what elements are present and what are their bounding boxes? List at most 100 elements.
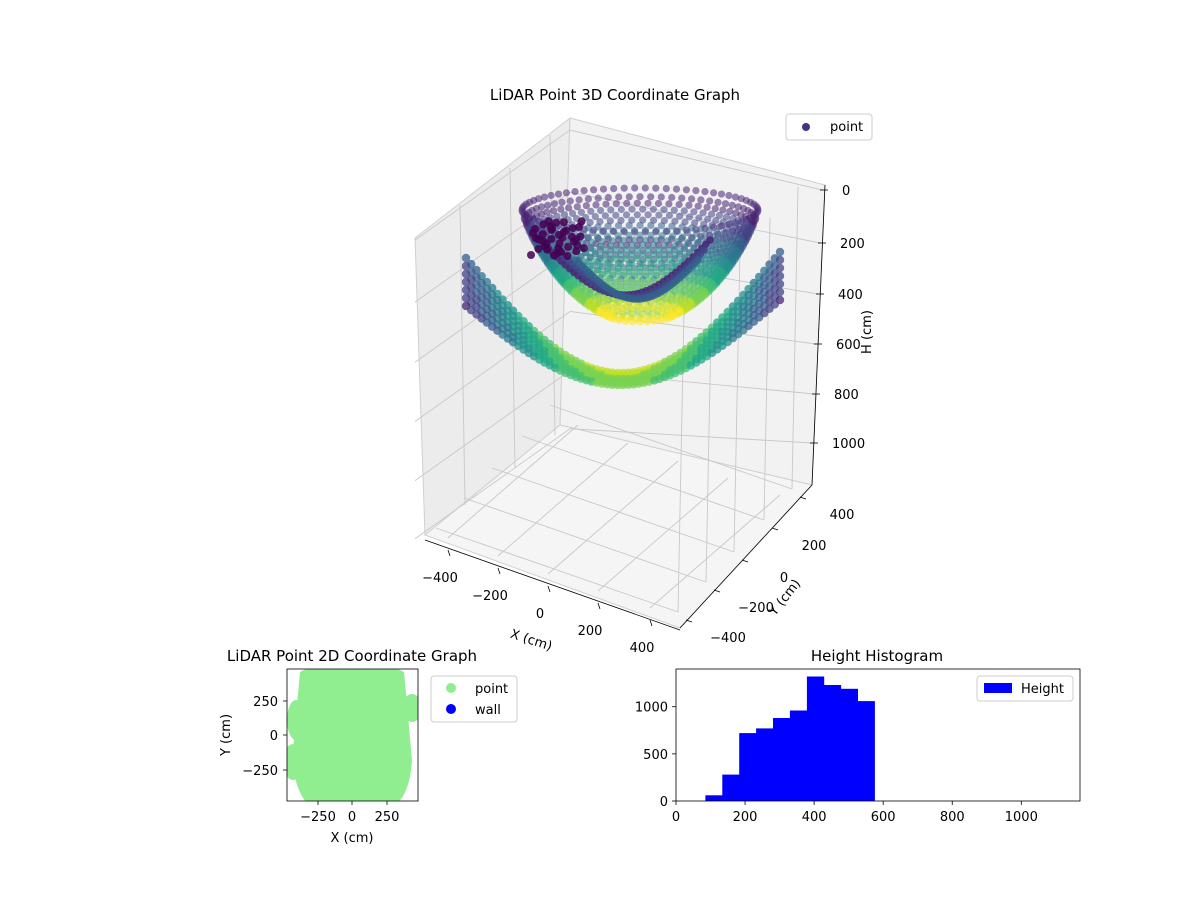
cloud-point [708, 210, 716, 218]
cloud-point [711, 205, 719, 213]
cloud-point [590, 186, 598, 194]
y-tick-mark-3d [771, 527, 779, 531]
cloud-point [694, 256, 702, 264]
cloud-point [688, 234, 696, 242]
y-tick-mark-3d [799, 496, 807, 500]
cloud-point [461, 253, 471, 263]
cloud-point [614, 222, 623, 230]
histogram-bar [722, 774, 740, 801]
cloud-point [650, 241, 658, 249]
cloud-point [622, 211, 631, 219]
cloud-point [714, 198, 722, 206]
grid-line-x [547, 460, 679, 575]
cloud-point [615, 193, 623, 201]
cloud-point [668, 222, 676, 230]
cloud-point [647, 264, 655, 272]
cloud-point [690, 208, 698, 216]
cloud-point [601, 212, 610, 220]
grid-line-z-back [569, 191, 821, 244]
y-tick-mark-3d [741, 559, 749, 563]
cloud-point [630, 268, 639, 276]
cloud-point [775, 247, 785, 257]
histogram-bar [789, 710, 808, 801]
cloud-point [537, 210, 546, 218]
cloud-point [597, 206, 605, 215]
cloud-point [665, 211, 674, 220]
hist-x-tick-label: 1000 [1005, 810, 1038, 825]
cloud-point [688, 195, 696, 203]
y-tick-label-3d: −200 [738, 601, 774, 616]
x-axis-label-3d: X (cm) [508, 627, 554, 655]
z-tick-label-3d: 1000 [832, 437, 865, 452]
cloud-point [621, 305, 630, 313]
cloud-point [461, 269, 471, 279]
cloud-point [604, 222, 612, 230]
cloud-point [609, 227, 617, 235]
cloud-point [547, 191, 555, 200]
cloud-point [614, 232, 622, 240]
cloud-point [675, 200, 683, 209]
cloud-point [596, 242, 604, 250]
cloud-point [586, 253, 595, 261]
cloud-point [534, 245, 543, 253]
hist-x-tick-label: 800 [940, 810, 965, 825]
grid-line-left [549, 134, 556, 436]
cloud-point [461, 261, 471, 271]
cloud-point [596, 252, 604, 260]
y-tick-label-3d: 200 [802, 539, 827, 554]
cloud-point [641, 268, 650, 276]
z-tick-label-3d: 800 [834, 388, 859, 403]
cloud-point [604, 265, 612, 273]
z-tick-label-3d: 600 [836, 338, 861, 353]
histogram-plot: Height Histogram 0 200 400 600 800 1000 0 500 10… [635, 647, 1081, 825]
cloud-point [655, 255, 664, 263]
cloud-point [633, 255, 641, 263]
cloud-point [725, 191, 733, 200]
legend-2d: point wall [430, 675, 518, 723]
cloud-point [591, 248, 599, 256]
y-tick-mark-3d [713, 589, 721, 593]
cloud-point [579, 244, 588, 253]
cloud-point [650, 250, 658, 258]
cloud-point [554, 190, 563, 198]
grid-line-y [435, 527, 679, 613]
grid-line-left [459, 204, 466, 506]
cloud-point [679, 289, 687, 298]
cloud-point [722, 213, 731, 221]
cloud-point [591, 213, 599, 221]
grid-line-z-left [414, 129, 571, 241]
cloud-point [557, 205, 565, 213]
point-cloud [461, 184, 785, 390]
cloud-point [628, 241, 636, 249]
cloud-point [719, 206, 727, 214]
cloud-point [728, 201, 736, 209]
cloud-point [597, 299, 605, 307]
cloud-point [697, 196, 705, 204]
x-tick-mark-3d [649, 619, 653, 627]
cloud-point [703, 203, 711, 211]
cloud-point [731, 193, 740, 201]
cloud-point [666, 256, 674, 264]
cloud-point [615, 306, 623, 314]
cloud-point [701, 188, 709, 196]
legend-3d: point [785, 113, 873, 141]
legend-3d-label: point [830, 120, 863, 135]
cloud-point [666, 246, 674, 254]
y-axis-line [679, 484, 813, 629]
cloud-point [644, 245, 652, 254]
y-tick-label-3d: 0 [780, 571, 788, 586]
cloud-point [625, 193, 633, 201]
cloud-point [573, 241, 582, 250]
grid-line-y-back [791, 186, 799, 490]
cloud-point [695, 214, 703, 222]
cloud-point [629, 318, 637, 326]
cloud-point [671, 251, 679, 259]
scatter3d-plot: LiDAR Point 3D Coordinate Graph −400 −200… [414, 86, 875, 656]
cloud-point [592, 201, 600, 209]
grid-line-z-left [414, 311, 571, 422]
cloud-point [560, 211, 569, 219]
cloud-point [641, 184, 649, 192]
histogram-title: Height Histogram [811, 647, 943, 665]
x-axis-line [424, 539, 681, 631]
cloud-point [683, 228, 691, 237]
